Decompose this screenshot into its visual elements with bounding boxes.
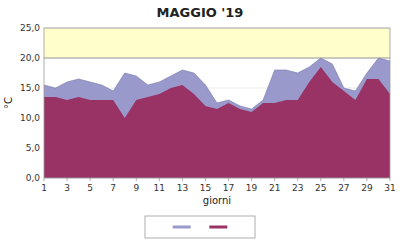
x-tick [390,178,391,181]
x-tick-label: 19 [246,183,258,193]
x-tick-label: 21 [269,183,280,193]
x-tick-label: 17 [223,183,234,193]
area [44,67,390,178]
x-tick-label: 7 [110,183,116,193]
x-tick-label: 29 [361,183,373,193]
x-tick-label: 1 [41,183,47,193]
chart-container: MAGGIO '190,05,010,015,020,025,013579111… [0,0,400,241]
ref-line [44,58,390,59]
x-tick-label: 15 [200,183,211,193]
x-tick [274,178,275,181]
chart-svg: MAGGIO '190,05,010,015,020,025,013579111… [0,0,400,241]
plot-area [44,28,390,58]
x-tick [159,178,160,181]
x-tick-label: 5 [87,183,93,193]
grid-line [44,58,390,59]
x-tick [90,178,91,181]
area [44,58,390,178]
x-tick-label: 11 [154,183,165,193]
x-tick [251,178,252,181]
y-tick-label: 25,0 [20,23,40,33]
x-tick-label: 9 [133,183,139,193]
y-tick-label: 10,0 [20,113,40,123]
x-tick [44,178,45,181]
x-tick [366,178,367,181]
x-tick-label: 27 [338,183,349,193]
legend-swatch [209,226,227,229]
x-tick-label: 3 [64,183,70,193]
y-tick-label: 20,0 [20,53,40,63]
x-tick [228,178,229,181]
y-tick-label: 5,0 [26,143,41,153]
legend [145,216,255,238]
x-tick [182,178,183,181]
x-tick-label: 31 [384,183,395,193]
data-area [44,58,390,178]
x-tick [205,178,206,181]
x-tick-label: 25 [315,183,326,193]
x-tick [297,178,298,181]
x-tick [136,178,137,181]
x-tick [320,178,321,181]
legend-swatch [173,226,191,229]
title: MAGGIO '19 [157,5,244,20]
legend-box [145,216,255,238]
x-tick [67,178,68,181]
y-tick-label: 0,0 [26,173,41,183]
grid [44,28,390,178]
ref-band [44,28,390,58]
x-tick [113,178,114,181]
plot-frame [44,28,390,178]
x-tick-label: 23 [292,183,303,193]
y-tick-label: 15,0 [20,83,40,93]
x-axis-label: giorni [203,195,231,206]
x-tick-label: 13 [177,183,188,193]
x-tick [343,178,344,181]
y-axis-label: °C [3,97,14,109]
